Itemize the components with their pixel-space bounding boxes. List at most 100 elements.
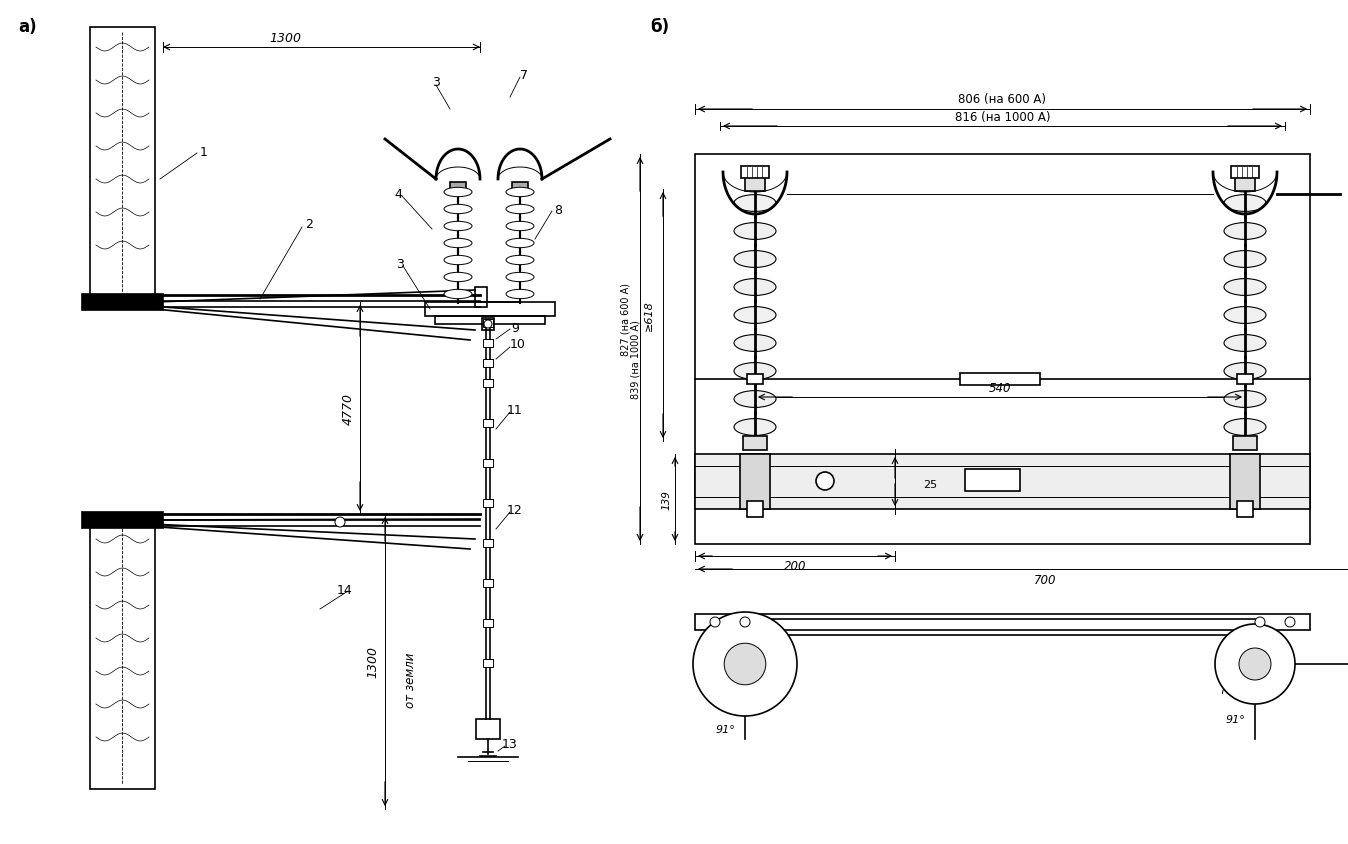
- Ellipse shape: [1224, 252, 1266, 268]
- Text: 3: 3: [433, 75, 439, 89]
- Ellipse shape: [1224, 391, 1266, 408]
- Text: 816 (на 1000 А): 816 (на 1000 А): [954, 111, 1050, 123]
- Text: 1300: 1300: [270, 31, 301, 45]
- Text: 827 (на 600 А): 827 (на 600 А): [621, 284, 631, 356]
- Text: 3: 3: [396, 258, 404, 271]
- Text: 700: 700: [1034, 573, 1057, 586]
- Circle shape: [693, 612, 797, 717]
- Bar: [483, 380, 493, 387]
- Ellipse shape: [735, 335, 776, 352]
- Ellipse shape: [506, 188, 534, 197]
- Ellipse shape: [506, 205, 534, 214]
- Ellipse shape: [443, 239, 472, 248]
- Text: от земли: от земли: [403, 652, 417, 707]
- Circle shape: [1239, 648, 1271, 680]
- Bar: [82, 295, 163, 311]
- Bar: [696, 154, 1310, 544]
- Bar: [960, 374, 1041, 386]
- Bar: [483, 579, 493, 587]
- Ellipse shape: [506, 239, 534, 248]
- Bar: [740, 454, 770, 510]
- Bar: [512, 183, 528, 191]
- Text: б): б): [650, 18, 669, 36]
- Text: 12: 12: [507, 503, 523, 516]
- Bar: [483, 339, 493, 348]
- Circle shape: [710, 617, 720, 627]
- Bar: [747, 501, 763, 517]
- Text: 839 (на 1000 А): 839 (на 1000 А): [630, 320, 640, 399]
- Ellipse shape: [443, 256, 472, 265]
- Text: 13: 13: [501, 738, 518, 750]
- Text: 4770: 4770: [341, 392, 355, 425]
- Bar: [1237, 501, 1254, 517]
- Ellipse shape: [506, 256, 534, 265]
- Text: 806 (на 600 А): 806 (на 600 А): [958, 94, 1046, 106]
- Text: 10: 10: [510, 338, 526, 351]
- Bar: [483, 320, 493, 327]
- Text: 25: 25: [923, 479, 937, 490]
- Ellipse shape: [735, 195, 776, 212]
- Circle shape: [336, 517, 345, 528]
- Bar: [747, 375, 763, 385]
- Text: 540: 540: [988, 381, 1011, 394]
- Bar: [1235, 178, 1255, 192]
- Bar: [696, 454, 1310, 510]
- Text: 1300: 1300: [367, 645, 380, 677]
- Bar: [1231, 167, 1259, 179]
- Ellipse shape: [443, 290, 472, 300]
- Text: а): а): [18, 18, 36, 36]
- Bar: [1229, 454, 1260, 510]
- Ellipse shape: [735, 391, 776, 408]
- Circle shape: [1215, 625, 1295, 704]
- Bar: [425, 303, 555, 316]
- Text: 139: 139: [662, 490, 673, 509]
- Ellipse shape: [1224, 224, 1266, 240]
- Ellipse shape: [1224, 363, 1266, 380]
- Bar: [483, 619, 493, 627]
- Bar: [1233, 436, 1256, 451]
- Ellipse shape: [735, 279, 776, 296]
- Ellipse shape: [1224, 279, 1266, 296]
- Bar: [965, 469, 1020, 491]
- Circle shape: [484, 321, 492, 328]
- Text: 11: 11: [507, 403, 523, 416]
- Text: 2: 2: [305, 219, 313, 231]
- Ellipse shape: [1224, 195, 1266, 212]
- Circle shape: [740, 617, 749, 627]
- Ellipse shape: [1224, 335, 1266, 352]
- Ellipse shape: [735, 252, 776, 268]
- Text: 8: 8: [554, 203, 562, 216]
- Text: 200: 200: [783, 560, 806, 573]
- Ellipse shape: [443, 188, 472, 197]
- Ellipse shape: [735, 307, 776, 324]
- Ellipse shape: [735, 224, 776, 240]
- Bar: [483, 360, 493, 368]
- Bar: [483, 539, 493, 548]
- Text: 4: 4: [394, 188, 402, 201]
- Ellipse shape: [443, 273, 472, 283]
- Bar: [483, 659, 493, 668]
- Bar: [474, 288, 487, 307]
- Bar: [483, 419, 493, 428]
- Bar: [450, 183, 466, 191]
- Bar: [82, 512, 163, 528]
- Ellipse shape: [443, 205, 472, 214]
- Ellipse shape: [506, 290, 534, 300]
- Ellipse shape: [735, 363, 776, 380]
- Bar: [90, 519, 155, 789]
- Text: 1: 1: [200, 145, 208, 159]
- Circle shape: [816, 473, 834, 490]
- Ellipse shape: [735, 419, 776, 436]
- Bar: [696, 614, 1310, 630]
- Bar: [745, 178, 766, 192]
- Bar: [483, 319, 493, 331]
- Bar: [483, 500, 493, 507]
- Text: 7: 7: [520, 68, 528, 81]
- Ellipse shape: [443, 222, 472, 231]
- Text: 91°: 91°: [714, 724, 735, 734]
- Bar: [1237, 375, 1254, 385]
- Circle shape: [724, 643, 766, 685]
- Bar: [741, 167, 768, 179]
- Text: 9: 9: [511, 321, 519, 334]
- Text: 91°: 91°: [1225, 714, 1246, 724]
